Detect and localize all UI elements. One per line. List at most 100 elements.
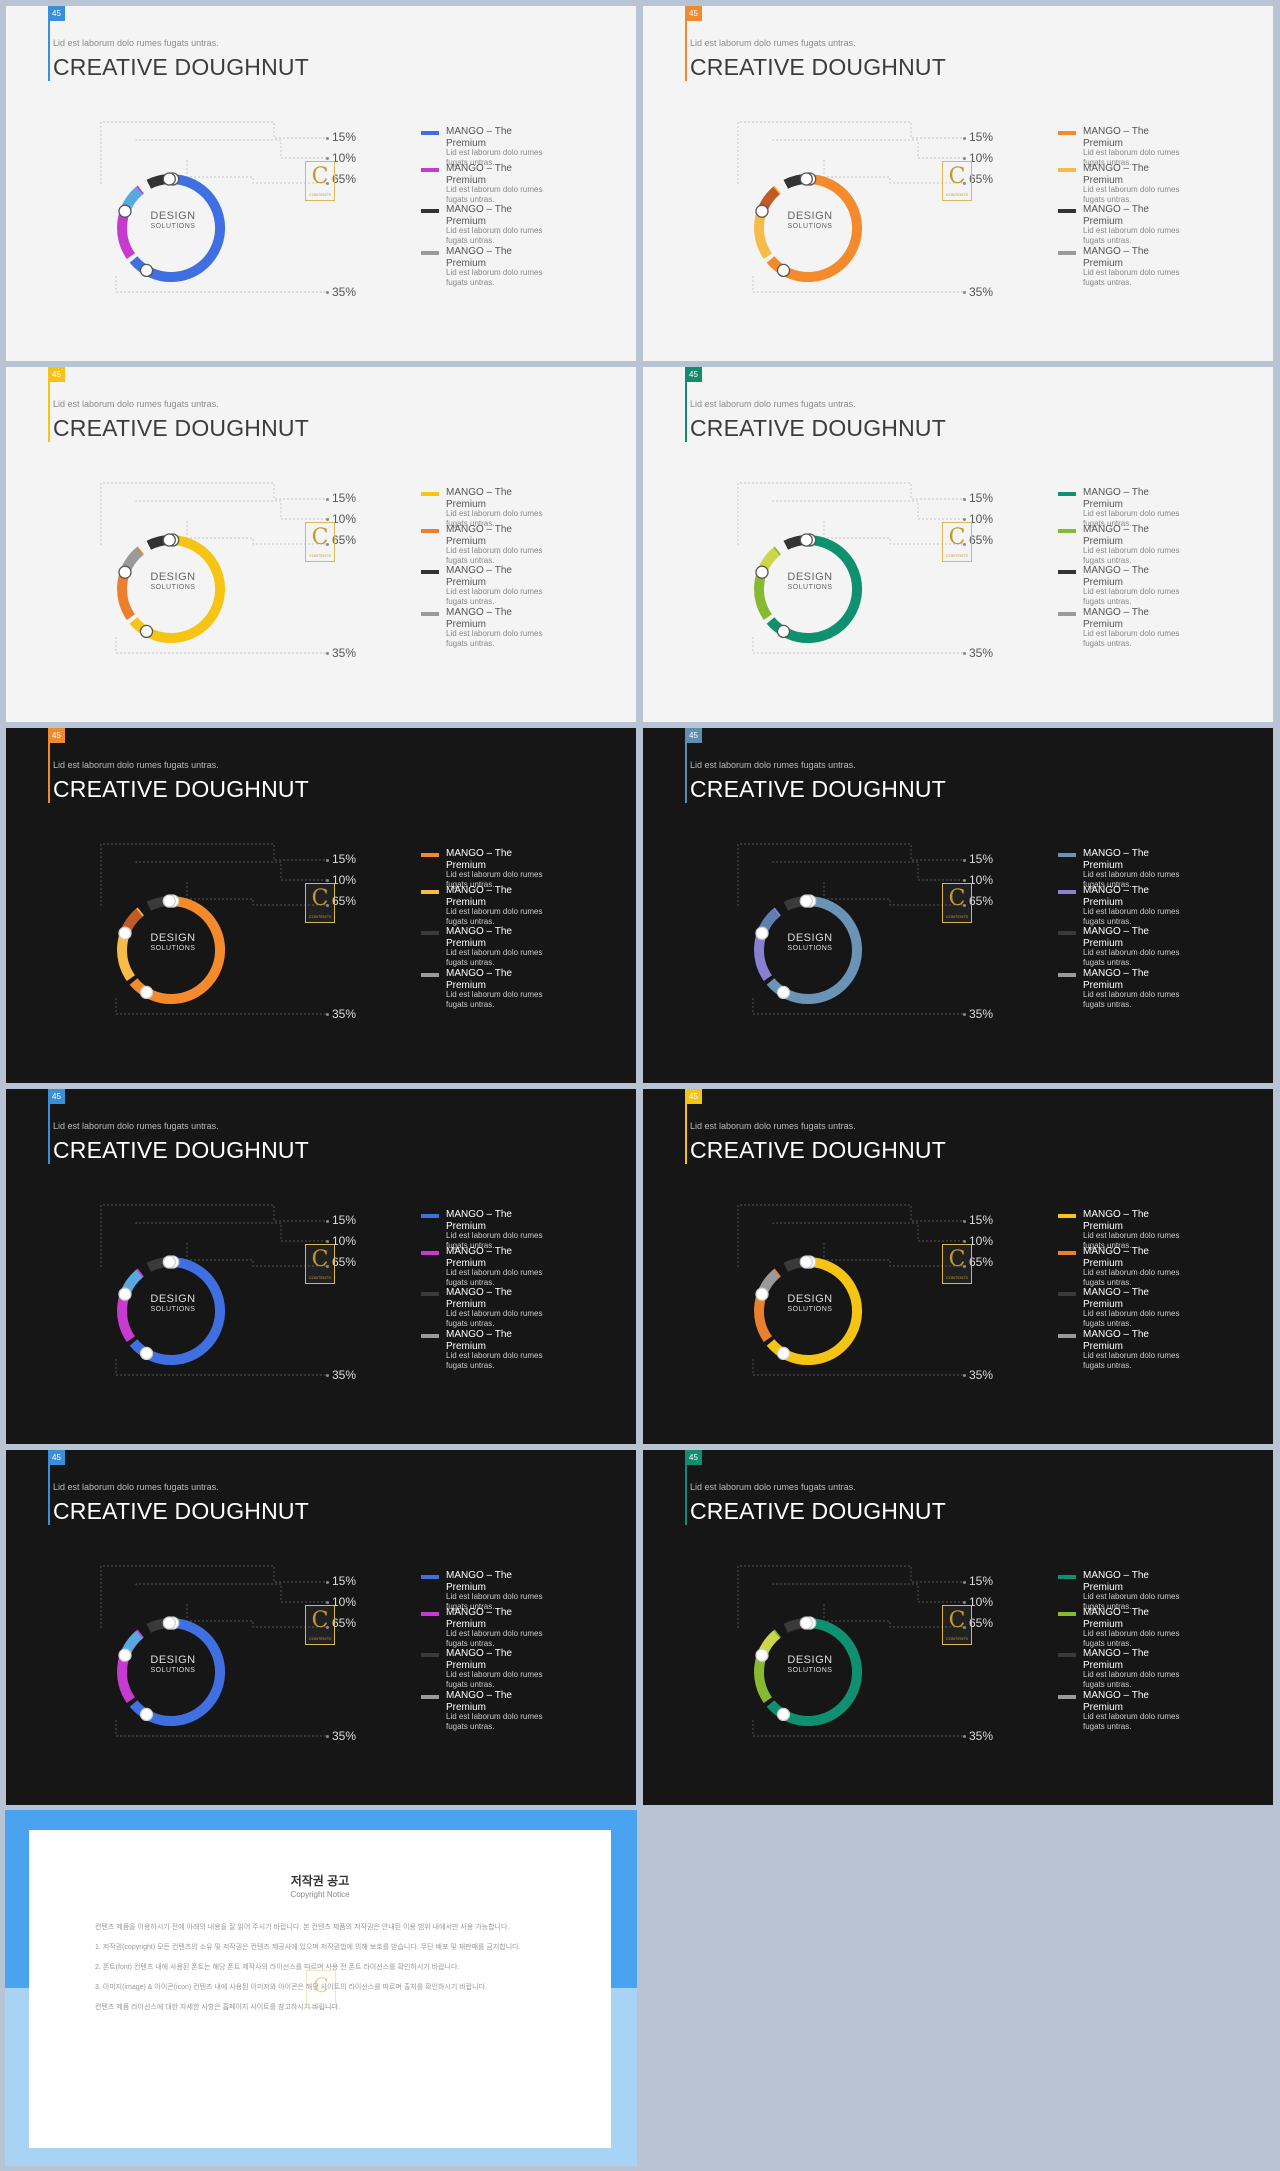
- pct-label-35: 35%: [332, 646, 357, 660]
- logo-watermark: C CONTENTS: [305, 1605, 335, 1645]
- knob-upper: [799, 172, 813, 186]
- pct-label-65: 65%: [969, 1616, 994, 1630]
- guide-line-35: [752, 1359, 963, 1376]
- legend-color-bar: [421, 1653, 439, 1657]
- legend-color-bar: [421, 853, 439, 857]
- logo-caption: CONTENTS: [946, 914, 968, 919]
- chart-center-title: DESIGN: [787, 210, 833, 222]
- slide-title: CREATIVE DOUGHNUT: [690, 54, 946, 80]
- legend-text: Lid est laborum dolo rumes fugats untras…: [446, 990, 543, 1009]
- legend-color-bar: [421, 570, 439, 574]
- legend-text: Lid est laborum dolo rumes fugats untras…: [446, 1629, 543, 1648]
- legend-text: Lid est laborum dolo rumes fugats untras…: [446, 1712, 543, 1731]
- legend-heading: MANGO – The Premium: [1083, 1287, 1149, 1310]
- chart-center-subtitle: SOLUTIONS: [787, 223, 833, 230]
- chart-center-subtitle: SOLUTIONS: [150, 1667, 196, 1674]
- slide-subtitle: Lid est laborum dolo rumes fugats untras…: [53, 399, 219, 409]
- legend-heading: MANGO – The Premium: [446, 885, 512, 908]
- legend-text: Lid est laborum dolo rumes fugats untras…: [1083, 990, 1180, 1009]
- legend-text: Lid est laborum dolo rumes fugats untras…: [1083, 1351, 1180, 1370]
- pct-label-10: 10%: [332, 1595, 357, 1609]
- legend-heading: MANGO – The Premium: [446, 1570, 512, 1593]
- pct-label-65: 65%: [969, 172, 994, 186]
- guide-line-10: [135, 861, 326, 881]
- slide-title: CREATIVE DOUGHNUT: [690, 415, 946, 441]
- chart-center-subtitle: SOLUTIONS: [787, 1306, 833, 1313]
- legend-color-bar: [1058, 529, 1076, 533]
- pct-label-10: 10%: [969, 1234, 994, 1248]
- knob-upper: [799, 533, 813, 547]
- slide-number-badge: 45: [685, 6, 702, 21]
- notice-title: 저작권 공고: [290, 1874, 350, 1888]
- legend-text: Lid est laborum dolo rumes fugats untras…: [446, 1268, 543, 1287]
- label-dot: [326, 182, 329, 185]
- knob-bottom: [139, 1707, 154, 1722]
- doughnut-slide: 45 Lid est laborum dolo rumes fugats unt…: [6, 367, 636, 722]
- pct-label-10: 10%: [969, 512, 994, 526]
- legend-heading: MANGO – The Premium: [446, 487, 512, 510]
- label-dot: [963, 904, 966, 907]
- legend-color-bar: [1058, 1214, 1076, 1218]
- guide-line-35: [752, 1720, 963, 1737]
- accent-line: [685, 1104, 687, 1164]
- doughnut-chart: [100, 482, 326, 654]
- logo-letter: C: [311, 525, 329, 550]
- segment-65: [766, 174, 863, 282]
- guide-line-35: [115, 276, 326, 293]
- label-dot: [326, 518, 329, 521]
- pct-label-35: 35%: [969, 646, 994, 660]
- label-dot: [963, 879, 966, 882]
- pct-label-10: 10%: [969, 873, 994, 887]
- guide-line-15: [737, 1204, 963, 1267]
- legend-text: Lid est laborum dolo rumes fugats untras…: [1083, 185, 1180, 204]
- logo-letter: C: [948, 525, 966, 550]
- legend-heading: MANGO – The Premium: [1083, 163, 1149, 186]
- logo-caption: CONTENTS: [946, 1636, 968, 1641]
- legend-color-bar: [421, 890, 439, 894]
- logo-watermark: C CONTENTS: [942, 161, 972, 201]
- logo-letter: C: [311, 1608, 329, 1633]
- legend-color-bar: [421, 1575, 439, 1579]
- legend-color-bar: [1058, 890, 1076, 894]
- legend-heading: MANGO – The Premium: [1083, 848, 1149, 871]
- pct-label-15: 15%: [332, 1213, 357, 1227]
- guide-line-10: [135, 1222, 326, 1242]
- legend-color-bar: [421, 1612, 439, 1616]
- chart-center-title: DESIGN: [150, 1293, 196, 1305]
- segment-65: [766, 535, 863, 643]
- slide-subtitle: Lid est laborum dolo rumes fugats untras…: [53, 1482, 219, 1492]
- legend-text: Lid est laborum dolo rumes fugats untras…: [446, 1309, 543, 1328]
- legend-color-bar: [1058, 168, 1076, 172]
- legend-color-bar: [1058, 1575, 1076, 1579]
- legend-color-bar: [1058, 931, 1076, 935]
- label-dot: [326, 904, 329, 907]
- legend-color-bar: [1058, 570, 1076, 574]
- notice-body: 컨텐츠 제품을 이용하시기 전에 아래의 내용을 잘 읽어 주시기 바랍니다. …: [95, 1922, 545, 2022]
- knob-left: [755, 1648, 769, 1662]
- legend-heading: MANGO – The Premium: [446, 848, 512, 871]
- pct-label-65: 65%: [969, 1255, 994, 1269]
- doughnut-slide: 45 Lid est laborum dolo rumes fugats unt…: [643, 6, 1273, 361]
- logo-caption: CONTENTS: [309, 192, 331, 197]
- label-dot: [963, 543, 966, 546]
- knob-left: [118, 565, 132, 579]
- slide-subtitle: Lid est laborum dolo rumes fugats untras…: [690, 38, 856, 48]
- label-dot: [963, 157, 966, 160]
- legend-heading: MANGO – The Premium: [1083, 1607, 1149, 1630]
- knob-bottom: [776, 1346, 791, 1361]
- legend-heading: MANGO – The Premium: [446, 565, 512, 588]
- logo-watermark: C CONTENTS: [305, 1244, 335, 1284]
- knob-left: [118, 1648, 132, 1662]
- copyright-notice-slide: 저작권 공고 Copyright Notice C 컨텐츠 제품을 이용하시기 …: [5, 1810, 637, 2166]
- knob-left: [118, 926, 132, 940]
- label-dot: [963, 1240, 966, 1243]
- legend-heading: MANGO – The Premium: [1083, 1329, 1149, 1352]
- guide-line-35: [115, 637, 326, 654]
- legend-heading: MANGO – The Premium: [1083, 1246, 1149, 1269]
- knob-left: [118, 204, 132, 218]
- label-dot: [326, 1374, 329, 1377]
- logo-caption: CONTENTS: [946, 553, 968, 558]
- label-dot: [326, 1013, 329, 1016]
- guide-line-10: [772, 1222, 963, 1242]
- guide-line-35: [115, 1720, 326, 1737]
